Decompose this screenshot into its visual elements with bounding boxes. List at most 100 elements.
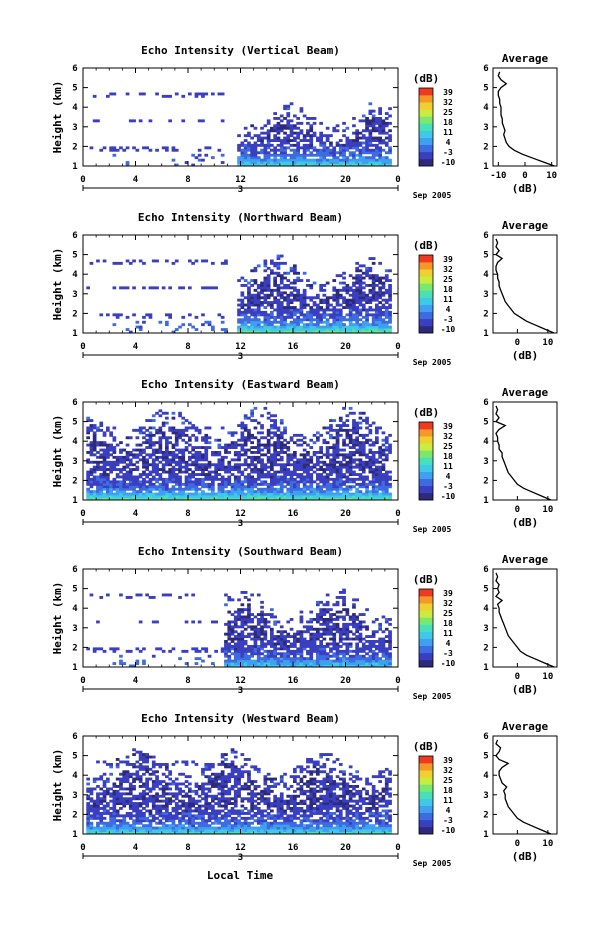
echo-cell bbox=[361, 470, 366, 474]
echo-cell bbox=[263, 328, 268, 331]
echo-cell bbox=[381, 298, 386, 302]
echo-cell bbox=[243, 451, 248, 454]
echo-cell bbox=[247, 487, 251, 491]
echo-cell bbox=[388, 654, 392, 658]
echo-cell bbox=[92, 497, 97, 501]
echo-cell bbox=[125, 315, 130, 319]
echo-cell bbox=[358, 148, 363, 152]
echo-cell bbox=[368, 431, 373, 435]
echo-cell bbox=[161, 468, 166, 471]
echo-cell bbox=[276, 143, 281, 147]
echo-cell bbox=[319, 492, 323, 496]
echo-cell bbox=[332, 306, 337, 309]
x-tick-label: 0 bbox=[395, 342, 400, 352]
echo-cell bbox=[279, 436, 284, 440]
echo-cell bbox=[273, 288, 277, 292]
echo-cell bbox=[312, 301, 317, 304]
echo-cell bbox=[263, 436, 268, 440]
echo-cell bbox=[233, 630, 238, 634]
echo-cell bbox=[233, 477, 238, 481]
echo-cell bbox=[319, 328, 323, 331]
echo-cell bbox=[375, 475, 379, 479]
echo-cell bbox=[322, 610, 327, 614]
echo-cell bbox=[240, 652, 245, 656]
echo-cell bbox=[135, 495, 140, 498]
echo-cell bbox=[279, 303, 284, 307]
echo-cell bbox=[247, 306, 251, 309]
echo-cell bbox=[381, 640, 386, 643]
y-tick-label: 4 bbox=[72, 437, 78, 447]
echo-cell bbox=[276, 330, 281, 334]
colorbar-segment bbox=[419, 429, 433, 437]
echo-cell bbox=[263, 622, 268, 626]
echo-cell bbox=[325, 136, 330, 140]
echo-cell bbox=[233, 465, 238, 469]
echo-cell bbox=[388, 114, 392, 118]
echo-cell bbox=[119, 593, 123, 597]
echo-cell bbox=[247, 477, 251, 481]
echo-cell bbox=[345, 662, 350, 665]
echo-cell bbox=[256, 664, 261, 668]
echo-cell bbox=[358, 627, 363, 631]
echo-cell bbox=[375, 465, 379, 469]
echo-cell bbox=[365, 308, 369, 312]
echo-cell bbox=[378, 153, 382, 157]
colorbar-frame bbox=[418, 421, 434, 501]
echo-cell bbox=[250, 284, 254, 287]
echo-cell bbox=[273, 458, 277, 462]
echo-cell bbox=[378, 301, 382, 304]
echo-cell bbox=[230, 468, 235, 471]
echo-cell bbox=[151, 475, 156, 479]
echo-cell bbox=[371, 261, 376, 265]
echo-cell bbox=[263, 497, 268, 501]
echo-cell bbox=[384, 470, 389, 474]
echo-cell bbox=[250, 323, 254, 327]
echo-cell bbox=[371, 114, 376, 118]
echo-cell bbox=[273, 136, 277, 140]
echo-cell bbox=[96, 492, 100, 496]
y-tick-label: 5 bbox=[72, 585, 77, 595]
echo-cell bbox=[201, 485, 205, 489]
echo-cell bbox=[119, 451, 123, 454]
echo-cell bbox=[155, 477, 159, 481]
echo-cell bbox=[270, 657, 274, 661]
echo-cell bbox=[92, 468, 97, 471]
colorbar-tick-label: 39 bbox=[443, 589, 453, 598]
echo-cell bbox=[289, 323, 294, 327]
echo-cell bbox=[247, 480, 251, 484]
echo-cell bbox=[358, 451, 363, 454]
echo-cell bbox=[181, 286, 186, 290]
echo-cell bbox=[381, 158, 386, 162]
echo-cell bbox=[135, 436, 140, 440]
echo-cell bbox=[332, 654, 337, 658]
echo-cell bbox=[345, 468, 350, 471]
echo-cell bbox=[381, 475, 386, 479]
echo-cell bbox=[266, 158, 271, 162]
echo-cell bbox=[256, 438, 261, 442]
echo-cell bbox=[194, 438, 199, 442]
echo-cell bbox=[211, 480, 215, 484]
echo-cell bbox=[296, 433, 300, 437]
echo-cell bbox=[345, 156, 350, 160]
echo-cell bbox=[204, 475, 209, 479]
echo-cell bbox=[309, 635, 314, 638]
echo-cell bbox=[270, 163, 274, 167]
echo-cell bbox=[233, 642, 238, 646]
echo-cell bbox=[289, 473, 294, 476]
echo-cell bbox=[263, 480, 268, 484]
echo-cell bbox=[191, 261, 195, 265]
echo-cell bbox=[368, 325, 373, 329]
echo-cell bbox=[96, 455, 100, 459]
echo-cell bbox=[309, 284, 314, 287]
echo-cell bbox=[345, 158, 350, 162]
echo-cell bbox=[233, 659, 238, 663]
echo-cell bbox=[184, 475, 189, 479]
echo-cell bbox=[181, 119, 186, 123]
echo-cell bbox=[332, 325, 337, 329]
echo-cell bbox=[256, 286, 261, 290]
echo-cell bbox=[345, 303, 350, 307]
echo-cell bbox=[299, 640, 304, 643]
echo-cell bbox=[253, 426, 258, 430]
echo-cell bbox=[289, 306, 294, 309]
echo-cell bbox=[306, 146, 310, 150]
